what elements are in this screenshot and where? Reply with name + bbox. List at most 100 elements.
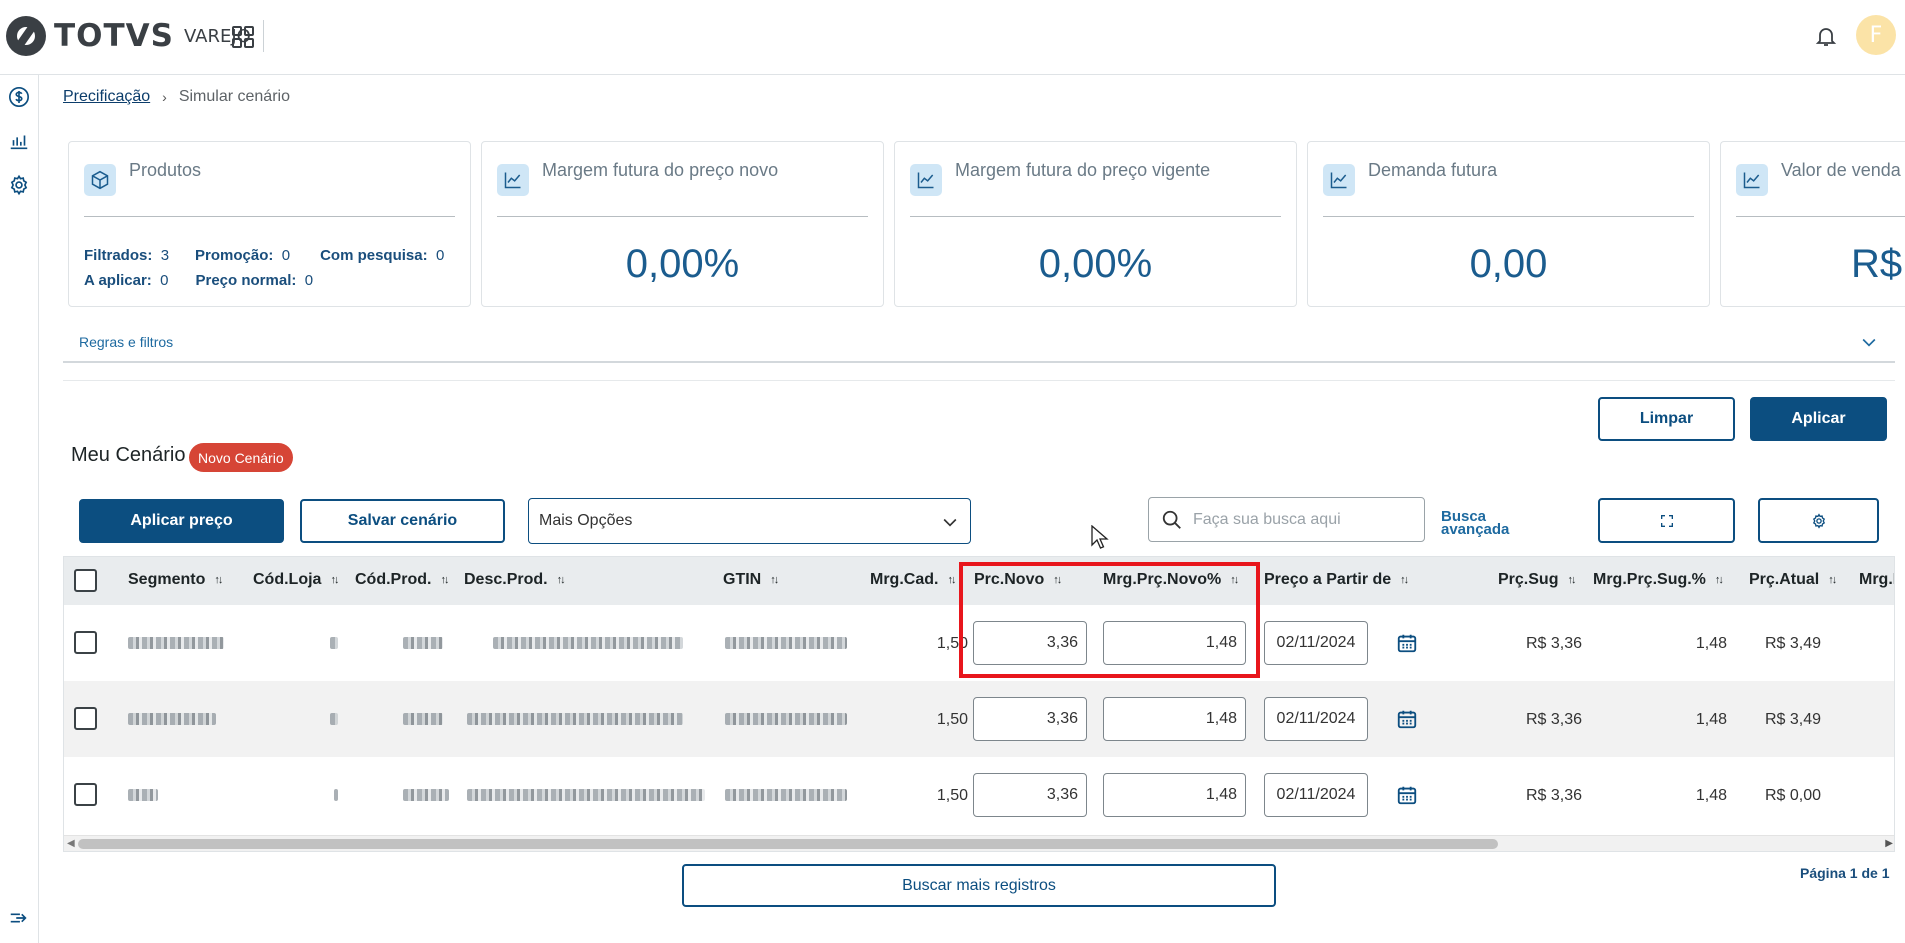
top-bar: TOTVS VAREJO F [0, 0, 1905, 75]
col-label: Cód.Loja [253, 571, 322, 588]
chart-icon[interactable] [8, 130, 30, 152]
aplicar-preco-button[interactable]: Aplicar preço [79, 499, 284, 543]
totvs-logo[interactable]: TOTVS VAREJO [6, 16, 264, 56]
notification-bell-icon[interactable] [1814, 24, 1838, 48]
select-all-checkbox[interactable] [74, 569, 97, 592]
mrg-prc-novo-input[interactable]: 1,48 [1103, 773, 1246, 817]
mais-opcoes-select[interactable]: Mais Opções [528, 498, 971, 544]
prc-sug-value: R$ 3,36 [1525, 711, 1582, 728]
grid-settings-button[interactable] [1758, 498, 1879, 543]
sort-icon[interactable]: ↑↓ [556, 574, 566, 586]
settings-gear-icon[interactable] [8, 174, 30, 196]
redacted-segmento [128, 637, 224, 649]
breadcrumb-precificacao-link[interactable]: Precificação [63, 88, 151, 105]
col-mrg-prc-novo[interactable]: Mrg.Prç.Novo% ↑↓ [1103, 571, 1239, 589]
fullscreen-icon [1660, 514, 1673, 527]
col-cod-prod[interactable]: Cód.Prod. ↑↓ [355, 571, 449, 589]
chevron-down-icon[interactable] [1859, 332, 1879, 352]
search-input[interactable] [1193, 508, 1413, 532]
expand-menu-icon[interactable] [8, 907, 30, 929]
horizontal-scrollbar[interactable]: ◀ ▶ [64, 835, 1894, 851]
card-value: 0,00 [1469, 242, 1548, 286]
breadcrumb: Precificação › Simular cenário [63, 88, 290, 106]
sort-icon[interactable]: ↑↓ [947, 574, 956, 586]
table-header: Segmento ↑↓ Cód.Loja ↑↓ Cód.Prod. ↑↓ Desc.P… [64, 557, 1894, 605]
user-avatar[interactable]: F [1856, 15, 1896, 55]
sort-icon[interactable]: ↑↓ [1828, 574, 1837, 586]
row-checkbox[interactable] [74, 631, 97, 654]
date-input[interactable]: 02/11/2024 [1264, 773, 1368, 817]
date-input[interactable]: 02/11/2024 [1264, 697, 1368, 741]
aplicar-button[interactable]: Aplicar [1750, 397, 1887, 441]
scenario-table: Segmento ↑↓ Cód.Loja ↑↓ Cód.Prod. ↑↓ Desc.P… [63, 556, 1895, 852]
limpar-button[interactable]: Limpar [1598, 397, 1735, 441]
col-prc-sug[interactable]: Prç.Sug ↑↓ [1498, 571, 1576, 589]
sort-icon[interactable]: ↑↓ [1400, 574, 1409, 586]
sort-icon[interactable]: ↑↓ [1567, 574, 1576, 586]
sort-icon[interactable]: ↑↓ [1053, 574, 1062, 586]
rules-filters-label: Regras e filtros [79, 334, 174, 350]
table-row: 1,50 3,36 1,48 02/11/2024 R$ 3,36 1,48 R… [64, 681, 1894, 757]
row-checkbox[interactable] [74, 707, 97, 730]
sort-icon[interactable]: ↑↓ [440, 574, 449, 586]
col-prc-novo[interactable]: Prc.Novo ↑↓ [974, 571, 1062, 589]
pricing-dollar-icon[interactable] [8, 86, 30, 108]
fullscreen-button[interactable] [1598, 498, 1735, 543]
calendar-icon[interactable] [1396, 784, 1418, 806]
sort-icon[interactable]: ↑↓ [330, 574, 339, 586]
col-mrg-prc-sug[interactable]: Mrg.Prç.Sug.% ↑↓ [1593, 571, 1724, 589]
table-row: 1,50 3,36 1,48 02/11/2024 R$ 3,36 1,48 R… [64, 605, 1894, 681]
col-preco-a-partir[interactable]: Preço a Partir de ↑↓ [1264, 571, 1409, 589]
apps-grid-icon[interactable] [231, 25, 255, 49]
row-checkbox[interactable] [74, 783, 97, 806]
sort-icon[interactable]: ↑↓ [1714, 574, 1724, 586]
mrg-prc-novo-input[interactable]: 1,48 [1103, 621, 1246, 665]
rules-filters-panel[interactable]: Regras e filtros [63, 324, 1895, 363]
product-name: VAREJO [183, 25, 251, 47]
sort-icon[interactable]: ↑↓ [770, 574, 779, 586]
mrg-prc-novo-input[interactable]: 1,48 [1103, 697, 1246, 741]
col-label: Cód.Prod. [355, 571, 432, 588]
search-box[interactable] [1148, 497, 1425, 542]
col-segmento[interactable]: Segmento ↑↓ [128, 571, 223, 589]
redacted-cod-loja [330, 637, 338, 649]
redacted-segmento [128, 789, 158, 801]
redacted-segmento [128, 713, 216, 725]
col-gtin[interactable]: GTIN ↑↓ [723, 571, 779, 589]
prc-novo-input[interactable]: 3,36 [973, 697, 1087, 741]
col-label: Desc.Prod. [464, 571, 548, 588]
divider [262, 20, 264, 52]
card-produtos: Produtos Filtrados: 3 Promoção: 0 Com pe… [68, 141, 471, 307]
prc-novo-input[interactable]: 3,36 [973, 621, 1087, 665]
col-prc-atual[interactable]: Prç.Atual ↑↓ [1749, 571, 1837, 589]
sort-icon[interactable]: ↑↓ [214, 574, 223, 586]
col-mrg-p[interactable]: Mrg.P [1859, 571, 1894, 589]
prc-novo-input[interactable]: 3,36 [973, 773, 1087, 817]
salvar-cenario-button[interactable]: Salvar cenário [300, 499, 505, 543]
scroll-left-icon[interactable]: ◀ [67, 838, 75, 849]
calendar-icon[interactable] [1396, 632, 1418, 654]
col-cod-loja[interactable]: Cód.Loja ↑↓ [253, 571, 339, 589]
mrg-sug-value: 1,48 [1695, 787, 1727, 804]
redacted-cod-loja [330, 713, 338, 725]
card-title: Produtos [129, 160, 202, 180]
calendar-icon[interactable] [1396, 708, 1418, 730]
col-desc-prod[interactable]: Desc.Prod. ↑↓ [464, 571, 566, 589]
chevron-down-icon [943, 518, 957, 527]
card-value: 0,00% [1038, 242, 1153, 286]
prc-atual-value: R$ 3,49 [1764, 711, 1821, 728]
buscar-mais-registros-button[interactable]: Buscar mais registros [682, 864, 1276, 907]
scroll-right-icon[interactable]: ▶ [1885, 838, 1893, 849]
date-input[interactable]: 02/11/2024 [1264, 621, 1368, 665]
scrollbar-thumb[interactable] [78, 839, 1498, 849]
cube-icon [84, 164, 116, 196]
search-icon [1162, 510, 1181, 529]
redacted-desc-prod [467, 713, 683, 725]
card-divider [497, 216, 868, 217]
col-mrg-cad[interactable]: Mrg.Cad. ↑↓ [870, 571, 956, 589]
card-divider [1736, 216, 1905, 217]
busca-avancada-link[interactable]: Busca avançada [1441, 509, 1510, 538]
sort-icon[interactable]: ↑↓ [1230, 574, 1239, 586]
busca-avancada-line2: avançada [1441, 521, 1510, 538]
card-margem-novo: Margem futura do preço novo 0,00% [481, 141, 884, 307]
